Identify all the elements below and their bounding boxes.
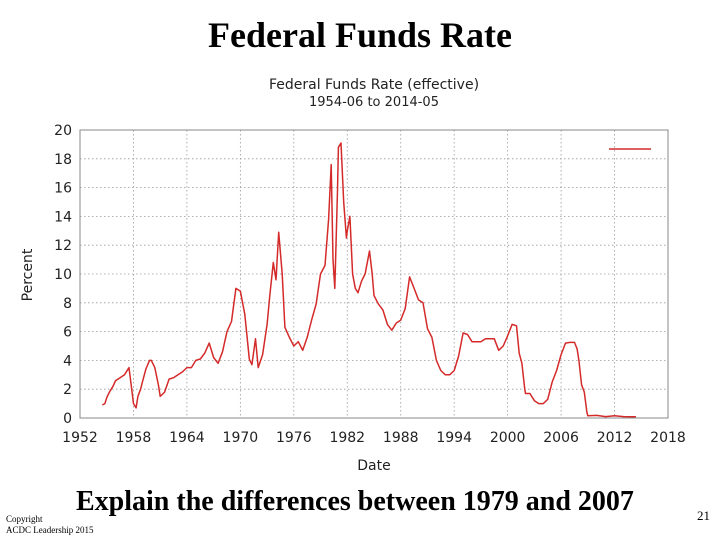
slide-caption: Explain the differences between 1979 and… (76, 486, 634, 517)
slide-title: Federal Funds Rate (208, 15, 512, 55)
x-tick-label: 1952 (62, 430, 98, 446)
organization-line: ACDC Leadership 2015 (6, 525, 94, 535)
x-tick-label: 2012 (597, 430, 633, 446)
x-tick-label: 1982 (329, 430, 365, 446)
chart-title: Federal Funds Rate (effective) (269, 77, 479, 93)
y-tick-label: 0 (63, 411, 72, 427)
y-tick-label: 10 (54, 267, 72, 283)
y-tick-label: 2 (63, 382, 72, 398)
y-tick-label: 8 (63, 296, 72, 312)
x-tick-label: 1988 (383, 430, 419, 446)
x-axis-label: Date (357, 458, 390, 474)
y-axis-label: Percent (20, 248, 36, 301)
x-tick-label: 2018 (650, 430, 686, 446)
x-tick-label: 2000 (490, 430, 526, 446)
grid-lines (79, 129, 669, 419)
chart-subtitle: 1954-06 to 2014-05 (309, 95, 439, 110)
y-tick-label: 14 (54, 209, 72, 225)
y-tick-label: 6 (63, 325, 72, 341)
chart-background (0, 70, 720, 490)
copyright-line: Copyright (6, 514, 43, 524)
page-number: 21 (697, 508, 710, 523)
x-tick-label: 1958 (116, 430, 152, 446)
x-tick-label: 1994 (436, 430, 472, 446)
y-tick-label: 16 (54, 181, 72, 197)
x-tick-label: 1964 (169, 430, 205, 446)
federal-funds-chart: Federal Funds Rate (effective) 1954-06 t… (0, 70, 720, 490)
y-tick-label: 4 (63, 353, 72, 369)
y-tick-labels: 0 2 4 6 8 10 12 14 16 18 20 (54, 123, 72, 427)
copyright-footer: Copyright ACDC Leadership 2015 (6, 514, 94, 536)
y-tick-label: 18 (54, 152, 72, 168)
x-tick-labels: 1952 1958 1964 1970 1976 1982 1988 1994 2000 2006… (62, 430, 686, 446)
y-tick-label: 20 (54, 123, 72, 139)
x-tick-label: 2006 (543, 430, 579, 446)
plot-frame (79, 129, 669, 419)
x-tick-label: 1970 (223, 430, 259, 446)
y-tick-label: 12 (54, 238, 72, 254)
x-tick-label: 1976 (276, 430, 312, 446)
rate-series-line (101, 142, 636, 418)
